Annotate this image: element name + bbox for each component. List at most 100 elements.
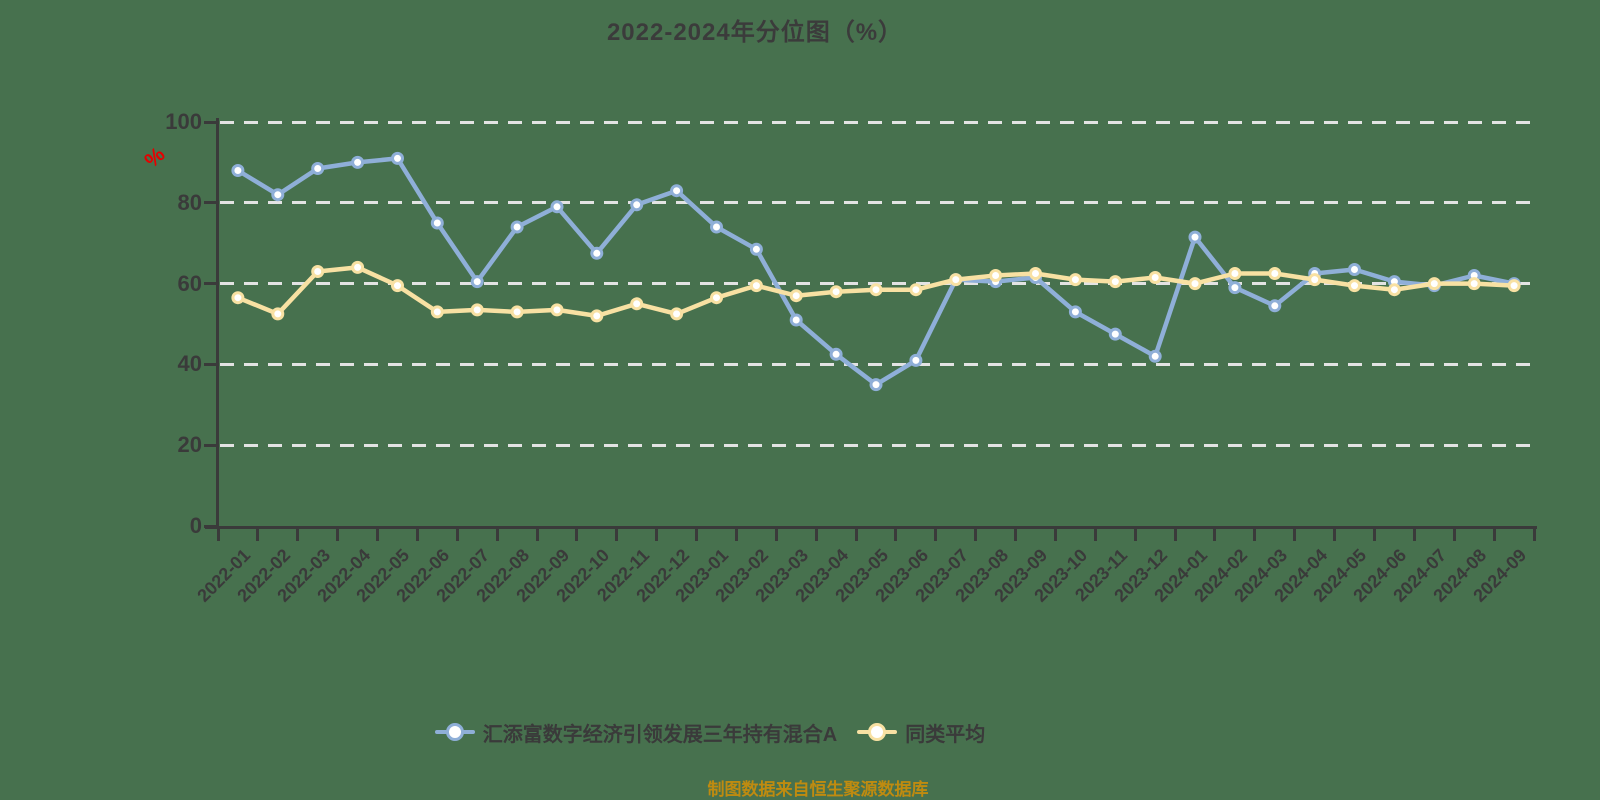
series-line-0	[235, 156, 1517, 387]
data-point-0-2022-12[interactable]	[670, 184, 684, 198]
data-point-1-2023-10[interactable]	[1068, 273, 1082, 287]
data-point-0-2023-04[interactable]	[829, 347, 843, 361]
data-point-1-2023-12[interactable]	[1148, 271, 1162, 284]
legend-marker-icon	[857, 722, 898, 742]
data-source-note: 制图数据来自恒生聚源数据库	[707, 780, 929, 799]
x-tick-mark	[455, 528, 459, 541]
x-tick-mark	[336, 528, 340, 541]
chart-title: 2022-2024年分位图（%）	[606, 19, 904, 46]
x-tick-mark	[1412, 528, 1416, 541]
data-point-1-2024-03[interactable]	[1268, 267, 1282, 280]
x-tick-mark	[1014, 528, 1018, 541]
x-tick-mark	[1213, 528, 1217, 541]
data-point-0-2024-01[interactable]	[1188, 230, 1202, 244]
legend: 汇添富数字经济引领发展三年持有混合A 同类平均	[0, 716, 1510, 748]
x-tick-mark	[1532, 528, 1536, 541]
data-point-1-2022-09[interactable]	[550, 303, 564, 317]
data-point-1-2022-05[interactable]	[391, 279, 404, 293]
data-point-1-2022-07[interactable]	[470, 303, 484, 317]
data-point-0-2023-03[interactable]	[789, 313, 803, 327]
legend-item-1[interactable]: 同类平均	[857, 718, 985, 747]
data-point-0-2024-02[interactable]	[1228, 281, 1242, 295]
data-point-1-2023-06[interactable]	[909, 283, 923, 297]
x-tick-mark	[734, 528, 738, 541]
data-point-0-2023-10[interactable]	[1068, 305, 1082, 319]
data-point-1-2024-09[interactable]	[1507, 279, 1521, 293]
legend-label: 汇添富数字经济引领发展三年持有混合A	[482, 723, 838, 746]
data-point-1-2023-02[interactable]	[749, 279, 763, 293]
data-point-1-2023-05[interactable]	[869, 283, 883, 297]
data-point-0-2022-07[interactable]	[470, 275, 484, 289]
y-tick-mark	[204, 443, 217, 447]
gridline-y-60	[220, 282, 1537, 286]
x-tick-mark	[655, 528, 659, 541]
data-point-1-2023-09[interactable]	[1029, 267, 1042, 280]
data-point-1-2022-03[interactable]	[311, 265, 325, 278]
data-point-0-2022-08[interactable]	[510, 220, 524, 234]
data-point-1-2024-06[interactable]	[1387, 283, 1401, 297]
data-point-1-2022-12[interactable]	[670, 307, 684, 321]
data-point-1-2023-03[interactable]	[789, 289, 803, 303]
x-tick-mark	[894, 528, 898, 541]
data-point-1-2023-04[interactable]	[829, 285, 843, 299]
data-point-0-2023-01[interactable]	[710, 220, 723, 234]
data-point-1-2024-08[interactable]	[1467, 277, 1481, 291]
data-point-0-2023-12[interactable]	[1148, 349, 1162, 363]
x-tick-mark	[974, 528, 978, 541]
data-point-0-2022-06[interactable]	[430, 216, 444, 230]
data-point-1-2022-10[interactable]	[590, 309, 604, 323]
x-tick-mark	[1093, 528, 1097, 541]
data-point-0-2022-01[interactable]	[231, 164, 245, 177]
data-point-1-2022-01[interactable]	[231, 291, 245, 305]
data-point-0-2023-11[interactable]	[1108, 327, 1122, 341]
x-tick-mark	[854, 528, 858, 541]
data-point-1-2024-01[interactable]	[1188, 277, 1202, 291]
data-point-1-2023-08[interactable]	[989, 269, 1003, 282]
data-point-1-2024-02[interactable]	[1228, 267, 1242, 280]
data-point-1-2024-04[interactable]	[1308, 273, 1322, 287]
data-point-0-2022-05[interactable]	[391, 151, 404, 165]
x-tick-mark	[1333, 528, 1337, 541]
y-tick-mark	[204, 120, 217, 124]
data-point-1-2022-04[interactable]	[351, 260, 365, 274]
data-point-1-2022-08[interactable]	[510, 305, 524, 319]
y-tick-label: 100	[165, 109, 202, 134]
gridline-y-40	[220, 362, 1537, 366]
data-point-1-2022-06[interactable]	[430, 305, 444, 319]
x-tick-mark	[1053, 528, 1057, 541]
x-tick-mark	[376, 528, 379, 541]
data-point-0-2023-02[interactable]	[749, 242, 763, 256]
data-point-1-2024-07[interactable]	[1427, 277, 1441, 291]
data-point-0-2022-10[interactable]	[590, 246, 604, 260]
data-point-0-2024-05[interactable]	[1348, 263, 1361, 276]
x-tick-mark	[1372, 528, 1376, 541]
y-tick-label: 40	[177, 351, 202, 377]
data-point-1-2022-11[interactable]	[630, 297, 644, 311]
y-axis-line	[216, 118, 219, 529]
gridline-y-20	[220, 443, 1537, 447]
data-point-1-2023-07[interactable]	[949, 273, 963, 287]
x-tick-mark	[495, 528, 499, 541]
data-point-0-2022-02[interactable]	[271, 188, 285, 202]
x-axis-line	[205, 526, 1537, 529]
x-tick-mark	[575, 528, 579, 541]
data-point-0-2023-05[interactable]	[869, 378, 883, 392]
data-point-1-2022-02[interactable]	[271, 307, 285, 321]
x-tick-mark	[814, 528, 818, 541]
data-point-0-2022-11[interactable]	[630, 198, 644, 212]
y-tick-label: 20	[177, 432, 202, 458]
data-point-0-2023-06[interactable]	[909, 353, 923, 367]
gridline-y-80	[220, 201, 1537, 205]
data-point-1-2023-01[interactable]	[710, 291, 723, 305]
data-point-0-2022-03[interactable]	[311, 162, 325, 175]
x-tick-mark	[1293, 528, 1297, 541]
x-tick-mark	[1133, 528, 1137, 541]
legend-item-0[interactable]: 汇添富数字经济引领发展三年持有混合A	[434, 718, 838, 747]
data-point-1-2023-11[interactable]	[1108, 275, 1122, 289]
data-point-0-2022-04[interactable]	[351, 155, 365, 169]
data-point-1-2024-05[interactable]	[1348, 279, 1361, 293]
data-point-0-2024-03[interactable]	[1268, 299, 1282, 313]
gridline-y-100	[220, 120, 1537, 124]
data-point-0-2022-09[interactable]	[550, 200, 564, 214]
